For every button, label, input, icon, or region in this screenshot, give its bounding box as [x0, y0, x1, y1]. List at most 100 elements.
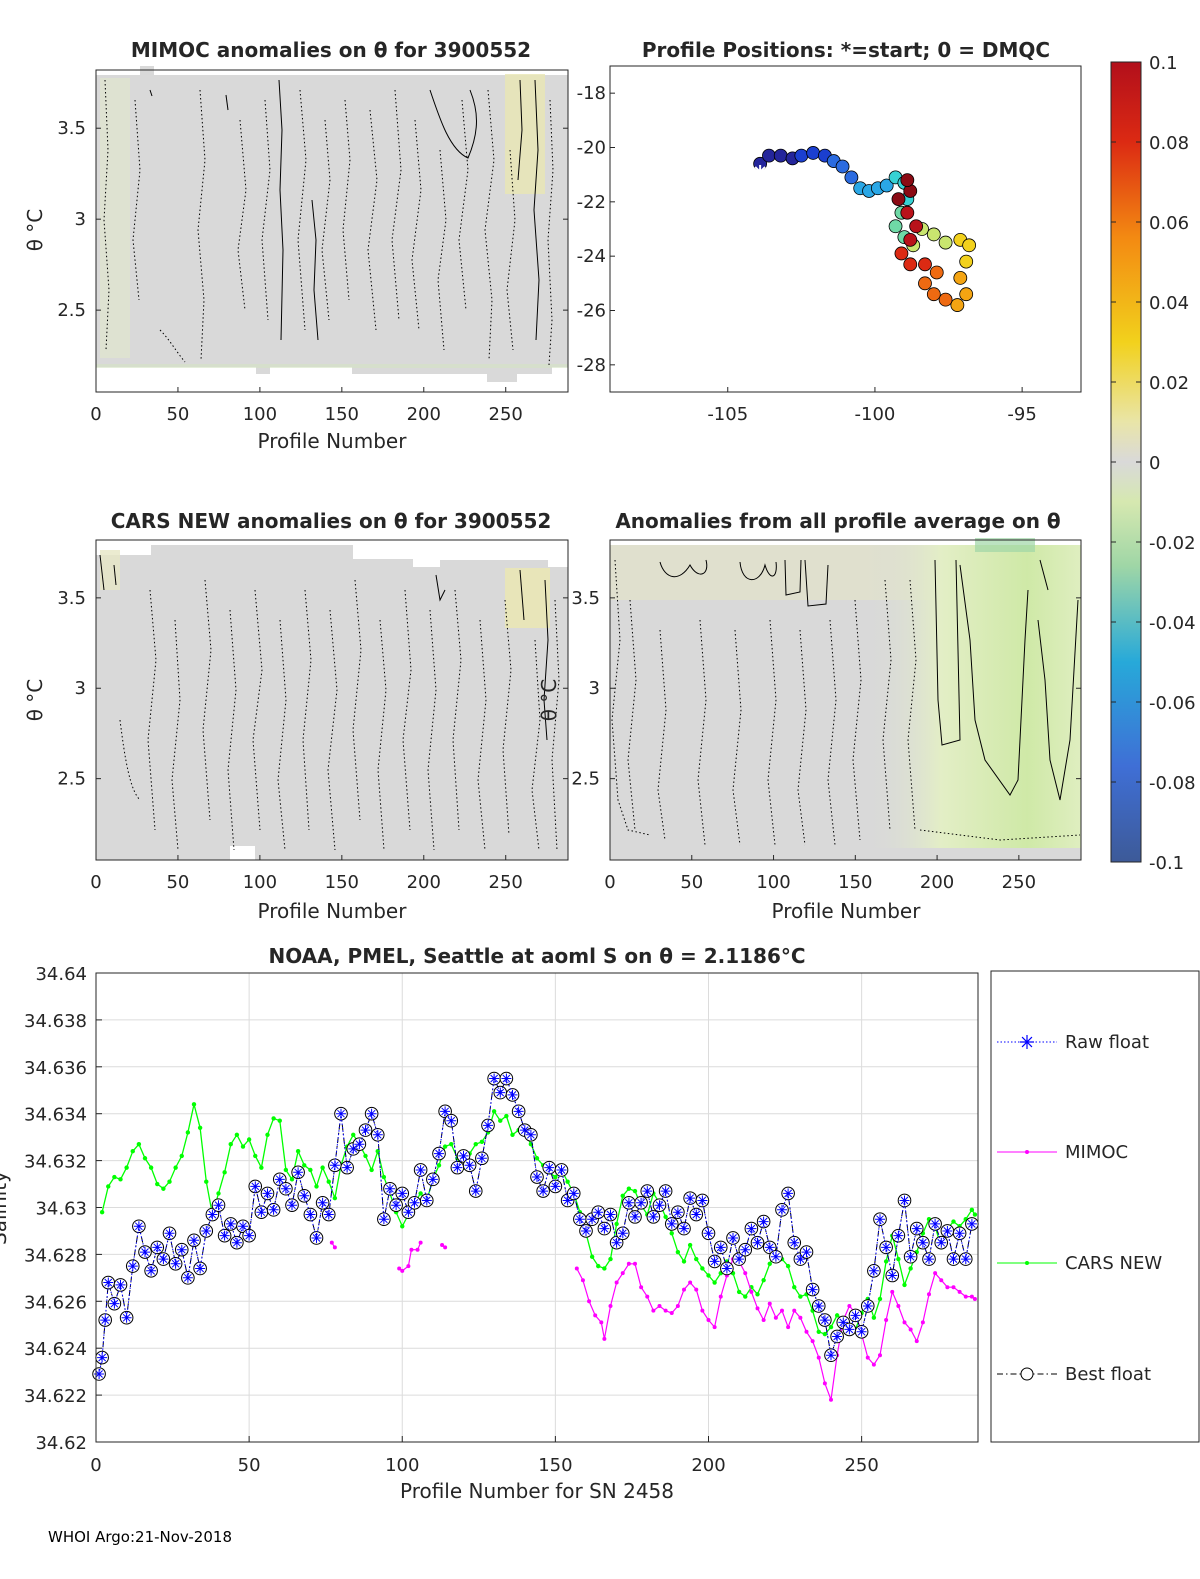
- cars-point: [877, 1296, 883, 1302]
- mimoc-point: [755, 1306, 760, 1311]
- cars-point: [504, 1113, 509, 1119]
- cars-point: [259, 1165, 264, 1170]
- raw-point: [581, 1226, 591, 1236]
- raw-point: [256, 1207, 267, 1218]
- cars-point: [785, 1263, 791, 1269]
- cars-ylabel: θ °C: [23, 679, 47, 722]
- track-point: [879, 178, 894, 193]
- cars-contours: [99, 554, 549, 741]
- salinity-ylabel: Salinity: [0, 1171, 11, 1245]
- raw-point: [948, 1254, 959, 1265]
- raw-point: [397, 1188, 408, 1199]
- mimoc-point: [792, 1308, 797, 1313]
- x-tick-label: 250: [489, 404, 523, 425]
- raw-point: [140, 1247, 150, 1258]
- colorbar-tick-label: -0.04: [1149, 613, 1196, 634]
- y-tick-label: 3: [589, 678, 600, 699]
- mimoc-point: [443, 1245, 448, 1250]
- cars-point: [700, 1266, 705, 1271]
- raw-point: [630, 1211, 640, 1222]
- raw-point: [476, 1153, 487, 1164]
- mimoc-point: [614, 1280, 619, 1285]
- mimoc-point: [409, 1247, 414, 1252]
- raw-point: [415, 1165, 426, 1175]
- cars-point: [295, 1149, 301, 1154]
- cars-point: [148, 1165, 154, 1170]
- cars-point: [822, 1331, 828, 1337]
- cars-point: [442, 1144, 448, 1149]
- raw-point: [262, 1188, 273, 1199]
- cars-point: [602, 1266, 607, 1271]
- y-tick-label: 34.638: [24, 1011, 87, 1032]
- raw-point: [250, 1181, 261, 1192]
- raw-point: [826, 1350, 836, 1361]
- cars-point: [418, 1191, 423, 1196]
- track-point: [962, 238, 977, 253]
- cars-point: [792, 1285, 797, 1290]
- raw-point: [336, 1108, 346, 1119]
- colorbar-tick-label: 0.1: [1149, 53, 1178, 74]
- x-tick-label: 200: [691, 1455, 725, 1476]
- raw-point: [109, 1298, 120, 1309]
- cars-point: [326, 1179, 331, 1184]
- raw-point: [152, 1242, 163, 1253]
- cars-point: [351, 1132, 356, 1138]
- track-point: [794, 148, 809, 163]
- cars-point: [320, 1165, 325, 1170]
- cars-point: [369, 1167, 374, 1173]
- raw-point: [850, 1310, 861, 1321]
- mimoc-point: [700, 1308, 705, 1313]
- cars-point: [216, 1191, 221, 1196]
- cars-point: [332, 1195, 338, 1201]
- cars-point: [234, 1132, 240, 1138]
- cars-point: [106, 1184, 111, 1189]
- cars-point: [712, 1280, 717, 1285]
- mimoc-title: MIMOC anomalies on θ for 3900552: [131, 38, 531, 62]
- y-tick-label: -24: [577, 246, 606, 267]
- legend-raw-label: Raw float: [1065, 1032, 1149, 1053]
- raw-point: [238, 1221, 248, 1232]
- raw-point: [470, 1186, 481, 1197]
- mimoc-point: [773, 1315, 778, 1320]
- average-dotted-contours: [611, 559, 1081, 846]
- mimoc-point: [945, 1285, 950, 1290]
- track-point: [926, 287, 941, 302]
- track-point: [938, 235, 953, 250]
- raw-point: [709, 1256, 720, 1267]
- x-tick-label: -95: [1007, 404, 1036, 425]
- track-point: [959, 287, 974, 302]
- raw-point: [942, 1226, 953, 1236]
- cars-point: [271, 1116, 276, 1121]
- mimoc-panel: MIMOC anomalies on θ for 3900552: [23, 38, 569, 453]
- mimoc-point: [902, 1320, 907, 1325]
- raw-point: [679, 1223, 689, 1234]
- mimoc-point: [804, 1329, 809, 1334]
- track-point: [762, 148, 776, 163]
- mimoc-contours: [149, 79, 540, 341]
- cars-anomaly-field: [96, 545, 568, 860]
- mimoc-point: [871, 1362, 876, 1367]
- cars-point: [834, 1313, 840, 1318]
- raw-point: [354, 1139, 365, 1150]
- cars-point: [112, 1174, 117, 1180]
- positions-y-ticks: -18 -20 -22 -24 -26 -28: [577, 83, 615, 376]
- raw-point: [176, 1244, 187, 1255]
- average-anomaly-field: [610, 538, 1081, 860]
- mimoc-point: [608, 1303, 613, 1308]
- cars-point: [222, 1170, 227, 1175]
- raw-point: [807, 1284, 818, 1295]
- average-panel: Anomalies from all profile average on θ: [537, 509, 1082, 923]
- y-tick-label: 34.634: [24, 1105, 87, 1126]
- raw-point: [691, 1209, 702, 1220]
- track-point: [835, 159, 850, 174]
- positions-title: Profile Positions: *=start; 0 = DMQC: [642, 38, 1050, 62]
- legend-mimoc: MIMOC: [997, 1142, 1128, 1163]
- raw-point: [617, 1228, 628, 1239]
- raw-point: [819, 1315, 830, 1326]
- cars-point: [124, 1165, 129, 1170]
- cars-point: [436, 1163, 442, 1168]
- y-tick-label: 34.628: [24, 1245, 87, 1266]
- raw-point: [164, 1228, 175, 1239]
- cars-point: [253, 1153, 258, 1159]
- raw-point: [911, 1223, 922, 1234]
